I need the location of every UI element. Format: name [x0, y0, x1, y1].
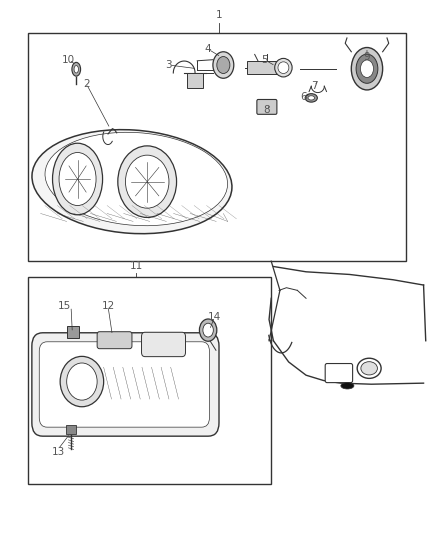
Text: 1: 1 [215, 10, 223, 20]
Ellipse shape [32, 130, 232, 233]
FancyBboxPatch shape [97, 332, 132, 349]
Text: 12: 12 [101, 301, 115, 311]
FancyBboxPatch shape [66, 424, 76, 434]
Text: 7: 7 [311, 81, 318, 91]
Text: 10: 10 [62, 55, 75, 64]
Ellipse shape [53, 143, 102, 215]
Text: 13: 13 [51, 447, 64, 457]
Ellipse shape [356, 54, 378, 83]
Bar [28, 277, 271, 484]
Bar [247, 61, 278, 74]
FancyBboxPatch shape [67, 326, 79, 337]
Ellipse shape [217, 56, 230, 74]
Circle shape [67, 363, 97, 400]
Ellipse shape [199, 319, 217, 341]
Ellipse shape [275, 59, 292, 77]
Ellipse shape [203, 323, 213, 337]
Text: 8: 8 [264, 105, 270, 115]
Text: 14: 14 [208, 312, 221, 322]
Text: 6: 6 [300, 92, 307, 102]
Ellipse shape [213, 52, 234, 78]
Ellipse shape [59, 152, 96, 206]
Ellipse shape [118, 146, 177, 217]
FancyBboxPatch shape [141, 332, 185, 357]
Text: 5: 5 [261, 55, 268, 64]
Ellipse shape [72, 62, 81, 76]
Bar [28, 33, 406, 261]
Ellipse shape [351, 47, 383, 90]
Text: 15: 15 [58, 301, 71, 311]
Ellipse shape [305, 94, 318, 102]
Ellipse shape [357, 358, 381, 378]
Ellipse shape [45, 132, 228, 225]
FancyBboxPatch shape [257, 100, 277, 114]
Ellipse shape [60, 357, 104, 407]
Bar [187, 73, 203, 88]
Text: 4: 4 [205, 44, 212, 54]
Text: 3: 3 [166, 60, 172, 70]
Text: 2: 2 [83, 78, 89, 88]
Text: 11: 11 [130, 261, 143, 271]
Ellipse shape [278, 62, 289, 74]
Ellipse shape [74, 66, 78, 73]
Ellipse shape [360, 60, 374, 77]
Ellipse shape [361, 362, 378, 375]
FancyBboxPatch shape [39, 342, 209, 427]
FancyBboxPatch shape [32, 333, 219, 436]
Ellipse shape [308, 96, 314, 100]
FancyBboxPatch shape [325, 364, 353, 383]
Text: 9: 9 [364, 52, 370, 62]
Ellipse shape [125, 155, 169, 208]
Ellipse shape [341, 383, 354, 389]
